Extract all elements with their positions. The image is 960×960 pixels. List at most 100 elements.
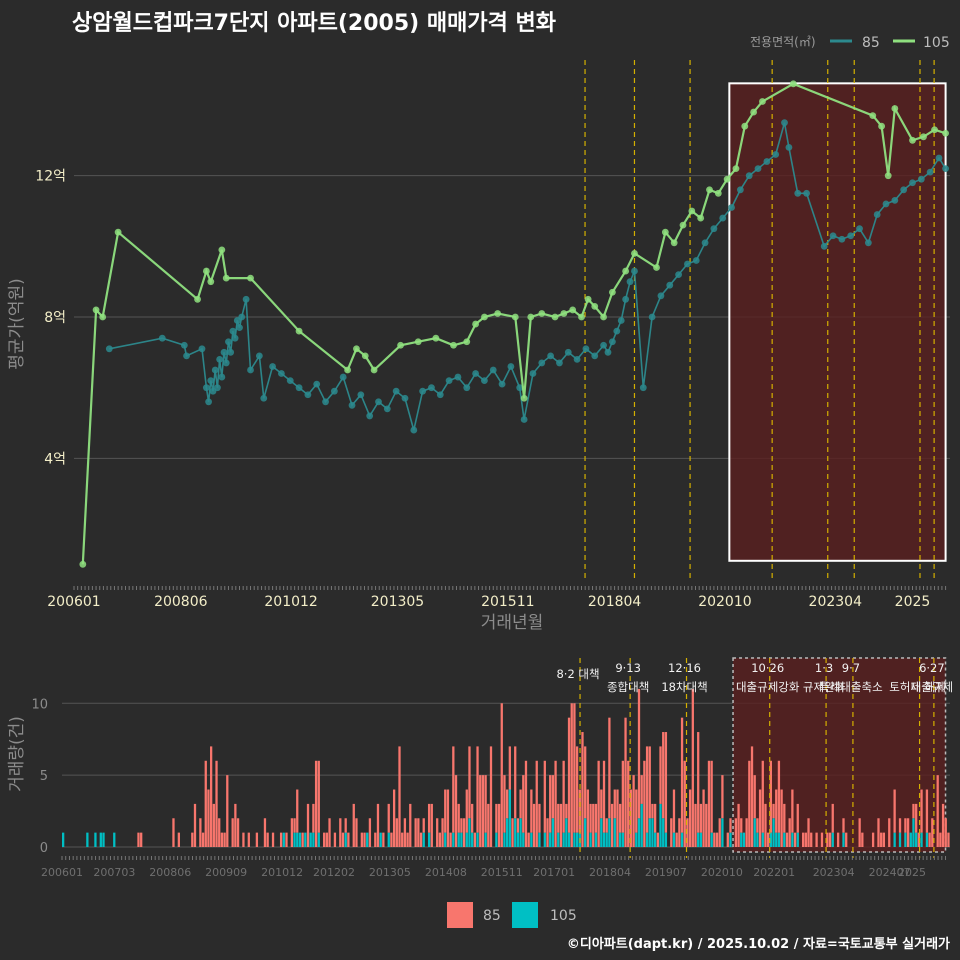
bar-85 — [882, 832, 886, 847]
data-point-105 — [370, 366, 378, 374]
data-point-105 — [361, 352, 369, 360]
data-point-105 — [741, 122, 749, 130]
bar-105 — [729, 832, 732, 847]
bar-105 — [645, 832, 649, 847]
bar-85 — [506, 789, 509, 819]
bar-105 — [584, 818, 587, 847]
bar-85 — [137, 832, 140, 847]
bar-85 — [231, 818, 234, 847]
event-policy-label: 특례대출축소 — [819, 680, 882, 694]
data-point-85 — [322, 398, 329, 406]
bar-85 — [436, 818, 439, 847]
data-point-85 — [547, 352, 555, 360]
data-point-105 — [92, 306, 100, 314]
bar-85 — [390, 832, 393, 847]
data-point-85 — [856, 225, 863, 233]
bar-105 — [516, 832, 520, 847]
bar-105 — [530, 832, 533, 847]
bar-105 — [753, 818, 756, 847]
bar-85 — [842, 818, 845, 833]
bar-85 — [363, 832, 366, 847]
bar-85 — [398, 746, 401, 847]
bar-105 — [637, 818, 641, 847]
y-tick-label-top: 4억 — [44, 451, 66, 467]
price-panel: 4억 8억 12억 200601 200806 201012 201305 201511 201… — [35, 60, 950, 610]
data-point-85 — [781, 119, 788, 127]
bar-105 — [366, 832, 369, 847]
legend-title: 전용면적(㎡) — [750, 35, 816, 49]
data-point-105 — [878, 122, 885, 130]
bar-85 — [688, 789, 692, 847]
highlight-box-bottom — [732, 657, 947, 853]
data-point-85 — [419, 387, 427, 395]
data-point-85 — [882, 200, 890, 208]
bar-85 — [629, 789, 633, 847]
y-tick-label-top: 8억 — [44, 310, 66, 326]
bar-85 — [592, 803, 595, 847]
bar-85 — [575, 746, 579, 833]
bar-105 — [422, 832, 425, 847]
bar-85 — [912, 803, 915, 819]
bar-85 — [549, 775, 552, 833]
data-point-105 — [414, 338, 422, 346]
bar-85 — [495, 803, 498, 833]
bar-85 — [323, 832, 326, 847]
event-date-label: 12·16 — [668, 661, 701, 675]
data-point-105 — [560, 310, 568, 317]
bar-105 — [742, 832, 746, 847]
bar-85 — [748, 760, 751, 847]
data-point-85 — [942, 165, 949, 173]
bar-85 — [758, 789, 762, 847]
data-point-105 — [207, 278, 215, 286]
bar-85 — [939, 832, 942, 847]
bar-85 — [705, 803, 708, 847]
event-policy-label: 규제완화 — [803, 680, 846, 694]
bar-85 — [944, 818, 947, 847]
bar-85 — [290, 818, 294, 847]
bar-85 — [804, 832, 807, 847]
bar-85 — [401, 832, 404, 847]
bar-85 — [559, 803, 563, 847]
bar-85 — [584, 746, 587, 819]
data-point-85 — [242, 295, 250, 303]
bar-85 — [826, 832, 829, 847]
x-tick-label-bottom: 202407 — [869, 866, 911, 879]
bar-85 — [242, 832, 245, 847]
bar-85 — [339, 818, 342, 847]
x-tick-label-top: 200601 — [47, 594, 100, 610]
data-point-105 — [432, 334, 440, 342]
data-point-85 — [236, 324, 243, 331]
bar-85 — [247, 832, 250, 847]
bar-85 — [917, 832, 920, 847]
bar-105 — [506, 818, 509, 847]
data-point-85 — [617, 317, 625, 324]
bar-85 — [597, 760, 600, 847]
data-point-85 — [205, 398, 212, 406]
data-point-105 — [194, 295, 201, 303]
bar-105 — [775, 832, 778, 847]
event-policy-label: 종합대책 — [607, 680, 649, 694]
bar-85 — [877, 818, 880, 847]
bar-85 — [888, 818, 891, 847]
bar-85 — [562, 760, 565, 833]
event-date-label: 9·7 — [842, 661, 860, 675]
bar-85 — [567, 717, 571, 833]
bar-85 — [785, 832, 789, 847]
bar-85 — [820, 832, 824, 847]
data-point-105 — [631, 250, 638, 257]
bar-85 — [532, 803, 536, 847]
data-point-105 — [295, 327, 303, 335]
x-tick-label-bottom: 201907 — [645, 866, 687, 879]
bar-85 — [898, 818, 902, 833]
bar-85 — [680, 717, 684, 833]
data-point-85 — [231, 334, 239, 342]
data-point-85 — [383, 405, 391, 413]
data-point-85 — [917, 175, 925, 183]
x-tick-label-bottom: 202201 — [753, 866, 795, 879]
bar-105 — [672, 832, 676, 847]
event-date-label: 9·13 — [615, 661, 641, 675]
bar-85 — [479, 775, 482, 847]
data-point-85 — [278, 370, 285, 377]
data-point-85 — [410, 426, 418, 434]
bar-85 — [828, 832, 832, 847]
